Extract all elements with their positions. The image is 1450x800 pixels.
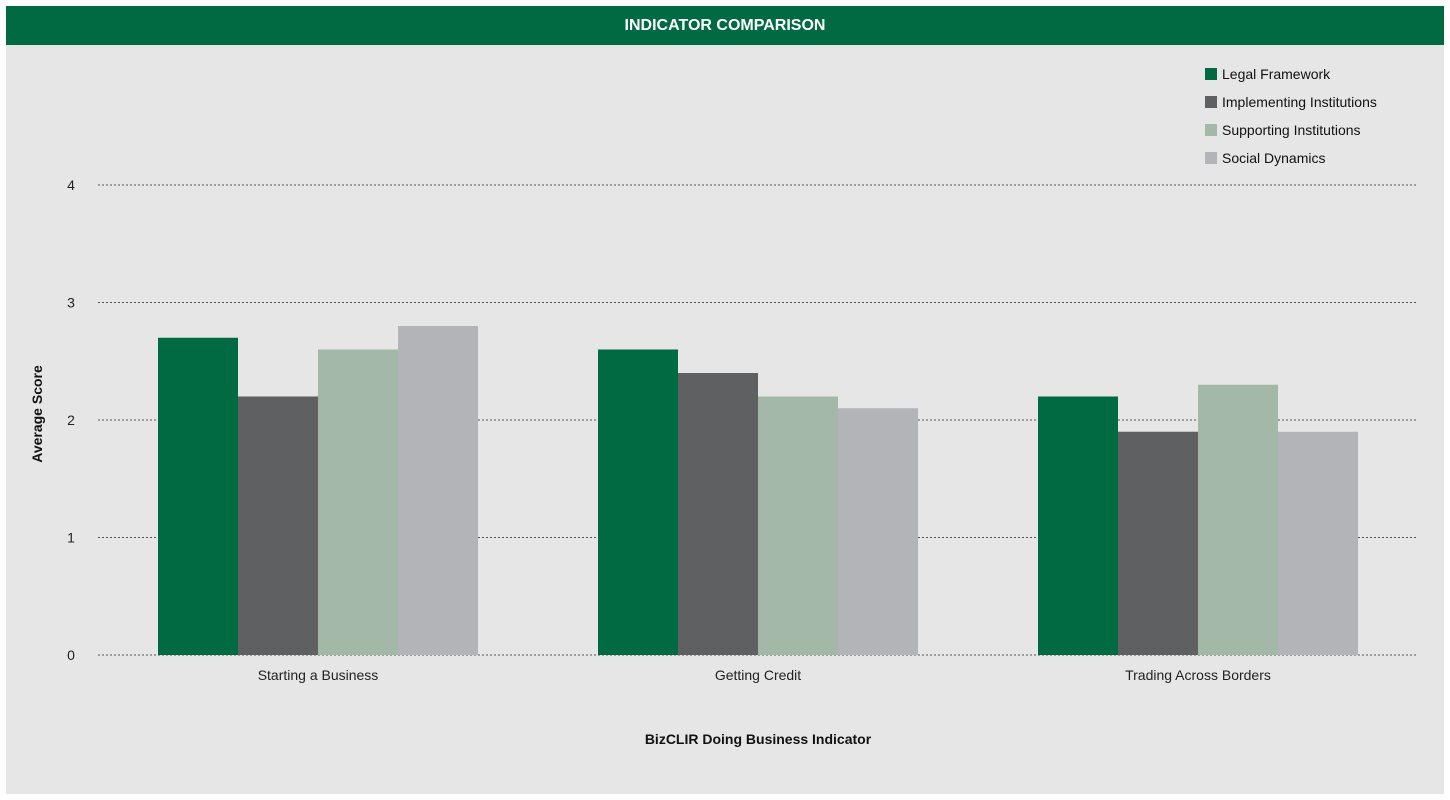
y-tick-label: 0 [67, 647, 75, 663]
bar-legal-framework [1038, 396, 1118, 655]
bar-implementing-institutions [1118, 431, 1198, 655]
bars [158, 326, 1358, 655]
y-axis-ticks: 0 1 2 3 4 [67, 177, 75, 663]
bar-implementing-institutions [678, 373, 758, 655]
y-tick-label: 3 [67, 295, 75, 311]
x-tick-label: Starting a Business [258, 667, 379, 683]
legend-label: Implementing Institutions [1222, 94, 1377, 110]
legend-swatch [1205, 68, 1217, 80]
x-axis-ticks: Starting a Business Getting Credit Trading… [258, 667, 1271, 683]
x-axis-title: BizCLIR Doing Business Indicator [645, 731, 872, 747]
bar-supporting-institutions [1198, 384, 1278, 655]
legend-label: Supporting Institutions [1222, 122, 1361, 138]
bar-social-dynamics [398, 326, 478, 655]
x-tick-label: Getting Credit [715, 667, 801, 683]
legend-swatch [1205, 124, 1217, 136]
y-axis-title: Average Score [29, 365, 45, 463]
legend-swatch [1205, 96, 1217, 108]
bar-supporting-institutions [758, 396, 838, 655]
chart-title: INDICATOR COMPARISON [6, 6, 1444, 45]
x-tick-label: Trading Across Borders [1125, 667, 1271, 683]
legend-swatch [1205, 152, 1217, 164]
y-tick-label: 1 [67, 530, 75, 546]
bar-legal-framework [158, 337, 238, 655]
bar-supporting-institutions [318, 349, 398, 655]
bar-implementing-institutions [238, 396, 318, 655]
bar-social-dynamics [838, 408, 918, 655]
bar-legal-framework [598, 349, 678, 655]
bar-social-dynamics [1278, 431, 1358, 655]
y-tick-label: 2 [67, 412, 75, 428]
y-tick-label: 4 [67, 177, 75, 193]
legend-label: Social Dynamics [1222, 150, 1325, 166]
legend-label: Legal Framework [1222, 66, 1331, 82]
legend: Legal Framework Implementing Institutions… [1205, 66, 1377, 166]
